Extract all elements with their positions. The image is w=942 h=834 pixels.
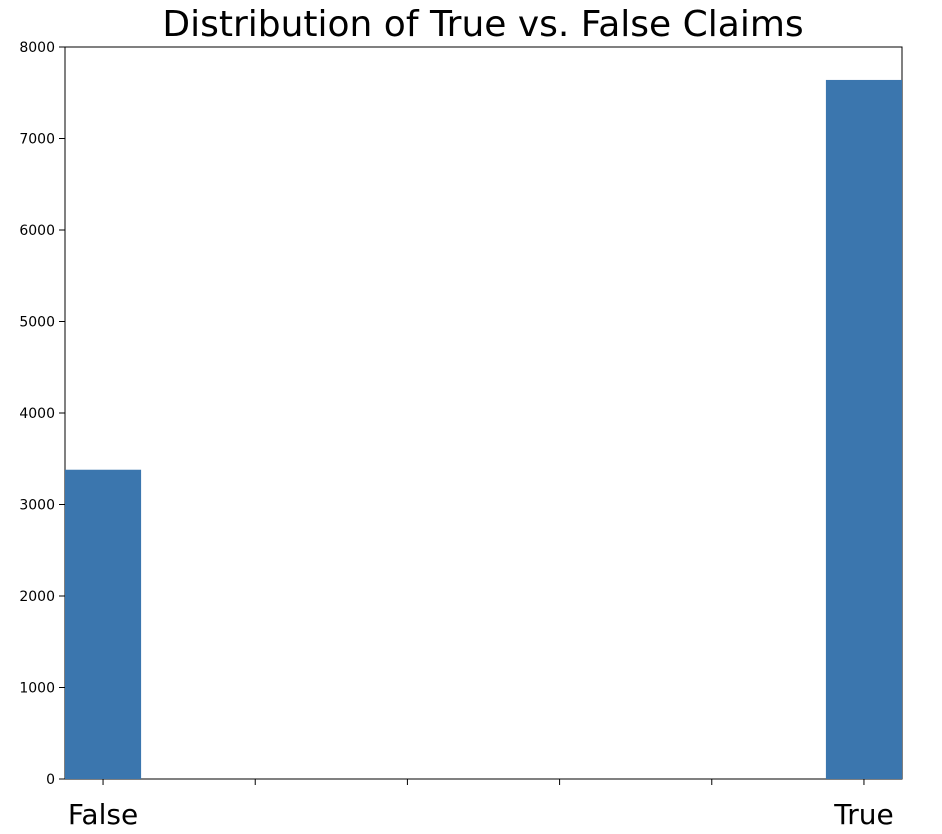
y-tick-label: 7000: [19, 132, 55, 148]
chart-title: Distribution of True vs. False Claims: [162, 4, 803, 45]
plot-area: 0 1000 2000 3000 4000 5000 6000 7000 8000 False T…: [19, 40, 903, 831]
y-tick-label: 2000: [19, 589, 55, 605]
y-tick-label: 8000: [19, 40, 55, 56]
bar-false: [65, 469, 142, 779]
plot-frame: [64, 46, 903, 780]
y-tick-label: 0: [46, 772, 55, 788]
y-tick-label: 3000: [19, 498, 55, 514]
x-tick-label-true: True: [833, 798, 893, 831]
y-tick-label: 1000: [19, 681, 55, 697]
y-tick-label: 6000: [19, 223, 55, 239]
y-tick-label: 5000: [19, 315, 55, 331]
bars-group: [65, 79, 902, 779]
x-axis: False True: [68, 779, 894, 831]
y-tick-label: 4000: [19, 406, 55, 422]
bar-true: [825, 79, 902, 779]
x-tick-label-false: False: [68, 798, 138, 831]
y-axis: 0 1000 2000 3000 4000 5000 6000 7000 8000: [19, 40, 65, 788]
